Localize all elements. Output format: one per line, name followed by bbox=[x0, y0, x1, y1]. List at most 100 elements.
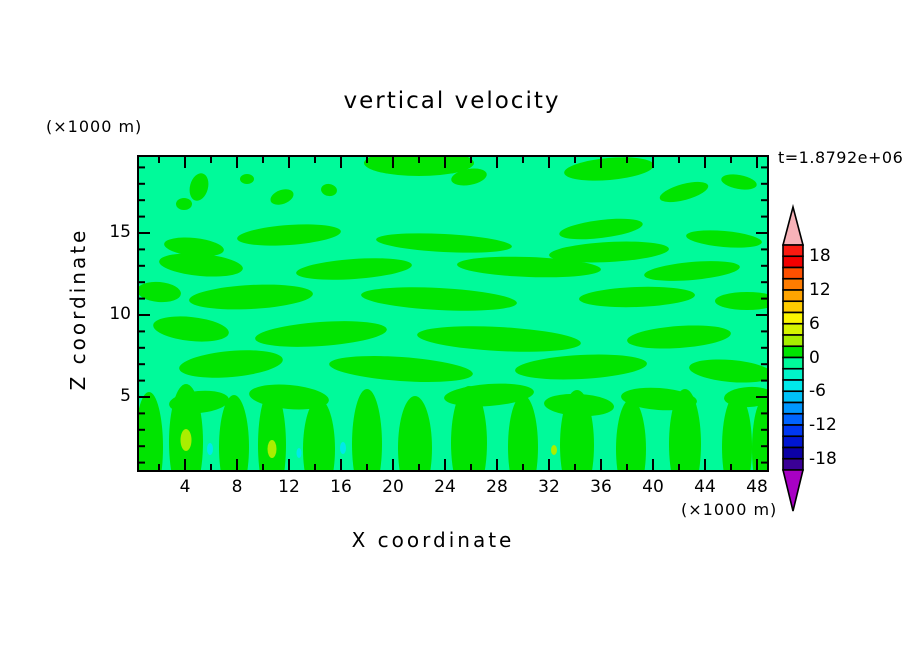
x-tick-label: 8 bbox=[231, 477, 243, 497]
colorbar-cell bbox=[782, 289, 804, 303]
colorbar-cell bbox=[782, 334, 804, 348]
colorbar-tick-label: 12 bbox=[809, 280, 831, 300]
colorbar-cell bbox=[782, 356, 804, 370]
contour-region-positive bbox=[376, 233, 512, 253]
colorbar-cell bbox=[782, 424, 804, 438]
contour-region-positive bbox=[164, 237, 224, 257]
colorbar-cell bbox=[782, 401, 804, 415]
contour-region-positive bbox=[139, 392, 163, 470]
contour-region-positive bbox=[219, 395, 249, 470]
contour-region-positive bbox=[721, 174, 757, 190]
x-tick-label: 16 bbox=[330, 477, 352, 497]
colorbar-tick-label: -18 bbox=[809, 448, 837, 469]
contour-region-positive bbox=[417, 326, 581, 352]
colorbar-cell bbox=[782, 412, 804, 426]
contour-region-positive bbox=[303, 399, 335, 470]
colorbar-cell bbox=[782, 255, 804, 269]
contour-field bbox=[139, 157, 767, 470]
contour-region-positive bbox=[644, 261, 740, 281]
contour-spot-max bbox=[267, 440, 277, 458]
colorbar-cell bbox=[782, 390, 804, 404]
colorbar-tick-label: 0 bbox=[809, 347, 820, 368]
colorbar-cell bbox=[782, 345, 804, 359]
colorbar-cell bbox=[782, 300, 804, 314]
contour-region-positive bbox=[329, 356, 473, 382]
y-tick-label: 15 bbox=[109, 222, 131, 242]
contour-region-positive bbox=[296, 258, 412, 280]
y-tick-label: 5 bbox=[120, 386, 131, 406]
x-tick-label: 28 bbox=[486, 477, 508, 497]
contour-region-positive bbox=[361, 287, 517, 311]
contour-region-positive bbox=[189, 173, 209, 201]
contour-region-positive bbox=[240, 174, 254, 184]
contour-region-positive bbox=[616, 399, 646, 470]
contour-region-positive bbox=[258, 389, 286, 470]
time-annotation: t=1.8792e+06 bbox=[778, 148, 904, 167]
x-tick-label: 4 bbox=[179, 477, 191, 497]
x-axis-unit-label: (×1000 m) bbox=[681, 500, 778, 519]
colorbar bbox=[781, 203, 805, 512]
contour-region-positive bbox=[715, 292, 767, 310]
colorbar-cell bbox=[782, 435, 804, 449]
colorbar-tick-label: 18 bbox=[809, 246, 831, 267]
colorbar-cell bbox=[782, 322, 804, 336]
contour-region-positive bbox=[176, 198, 192, 210]
x-tick-label: 20 bbox=[382, 477, 404, 497]
colorbar-cell bbox=[782, 379, 804, 393]
contour-spot-max bbox=[180, 429, 192, 451]
colorbar-over-range-arrow bbox=[781, 203, 805, 246]
contour-region-positive bbox=[364, 157, 474, 176]
colorbar-under-range-arrow bbox=[781, 469, 805, 512]
contour-region-positive bbox=[689, 359, 767, 383]
contour-region-positive bbox=[508, 395, 538, 470]
colorbar-cell bbox=[782, 457, 804, 471]
contour-region-positive bbox=[189, 284, 313, 310]
contour-region-positive bbox=[398, 396, 432, 470]
contour-region-positive bbox=[255, 321, 387, 347]
contour-region-positive bbox=[270, 189, 294, 205]
contour-region-positive bbox=[686, 230, 762, 248]
contour-region-positive bbox=[627, 325, 731, 349]
colorbar-tick-label: -12 bbox=[809, 415, 837, 435]
contour-region-positive bbox=[179, 350, 283, 378]
x-tick-label: 36 bbox=[590, 477, 612, 497]
z-axis-title: Z coordinate bbox=[66, 227, 90, 391]
contour-region-positive bbox=[515, 354, 647, 380]
x-tick-label: 12 bbox=[278, 477, 300, 497]
contour-region-positive bbox=[564, 157, 654, 181]
x-axis-title: X coordinate bbox=[351, 528, 515, 552]
contour-region-positive bbox=[559, 218, 643, 240]
contour-region-positive bbox=[153, 316, 229, 342]
colorbar-cell bbox=[782, 446, 804, 460]
colorbar-tick-label: -6 bbox=[809, 381, 826, 402]
x-tick-label: 44 bbox=[694, 477, 716, 497]
contour-region-positive bbox=[352, 389, 382, 470]
colorbar-cell bbox=[782, 266, 804, 280]
contour-spot-max bbox=[551, 445, 557, 455]
contour-region-positive bbox=[169, 384, 203, 470]
contour-region-positive bbox=[722, 394, 752, 470]
contour-region-positive bbox=[237, 224, 341, 246]
contour-region-positive bbox=[139, 281, 181, 303]
contour-spot-min bbox=[340, 442, 346, 454]
colorbar-cell bbox=[782, 277, 804, 291]
colorbar-cell bbox=[782, 244, 804, 258]
x-tick-label: 24 bbox=[434, 477, 456, 497]
contour-spot-min bbox=[207, 443, 213, 455]
x-tick-label: 48 bbox=[746, 477, 768, 497]
colorbar-cell bbox=[782, 311, 804, 325]
colorbar-tick-label: 6 bbox=[809, 313, 820, 334]
contour-region-positive bbox=[457, 256, 601, 278]
contour-region-positive bbox=[451, 168, 487, 186]
contour-region-positive bbox=[752, 399, 767, 470]
contour-region-positive bbox=[579, 286, 695, 308]
y-axis-unit-label: (×1000 m) bbox=[46, 117, 143, 136]
contour-region-positive bbox=[669, 389, 701, 470]
colorbar-cell bbox=[782, 367, 804, 381]
contour-region-positive bbox=[560, 390, 594, 470]
x-tick-label: 32 bbox=[538, 477, 560, 497]
contour-region-positive bbox=[659, 181, 709, 203]
plot-title: vertical velocity bbox=[343, 88, 561, 114]
contour-region-positive bbox=[321, 183, 337, 197]
